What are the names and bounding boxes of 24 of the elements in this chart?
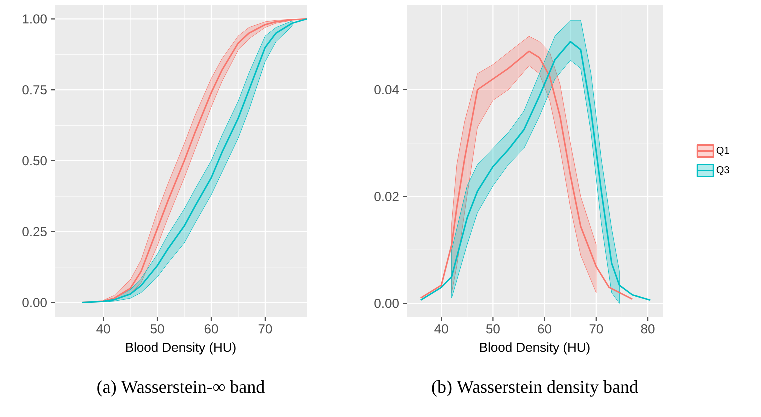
y-tick-label: 0.00 <box>374 299 399 308</box>
x-tick-label: 70 <box>590 324 604 334</box>
legend-label: Q3 <box>716 166 730 176</box>
text: (b) Wasserstein density band <box>432 380 638 397</box>
y-tick-label: 0.02 <box>374 192 399 202</box>
x-tick-label: 80 <box>641 324 655 334</box>
x-tick-label: 60 <box>538 324 552 334</box>
legend-label: Q1 <box>716 147 730 156</box>
x-tick-label: 40 <box>434 324 448 334</box>
x-axis-title: Blood Density (HU) <box>126 342 236 355</box>
x-tick-label: 70 <box>258 324 272 334</box>
text: (a) Wasserstein-∞ band <box>98 380 265 397</box>
y-tick-label: 0.00 <box>22 298 47 308</box>
y-tick-label: 0.75 <box>22 85 47 95</box>
y-tick-label: 1.00 <box>23 14 47 24</box>
x-tick-label: 40 <box>96 324 110 334</box>
x-tick-label: 50 <box>150 324 164 334</box>
x-tick-label: 50 <box>486 324 500 334</box>
x-tick-label: 60 <box>204 324 218 334</box>
y-tick-label: 0.50 <box>22 156 47 166</box>
y-tick-label: 0.25 <box>22 227 47 236</box>
y-tick-label: 0.04 <box>374 85 400 95</box>
line-series <box>81 18 308 304</box>
x-axis-title: Blood Density (HU) <box>480 342 590 355</box>
